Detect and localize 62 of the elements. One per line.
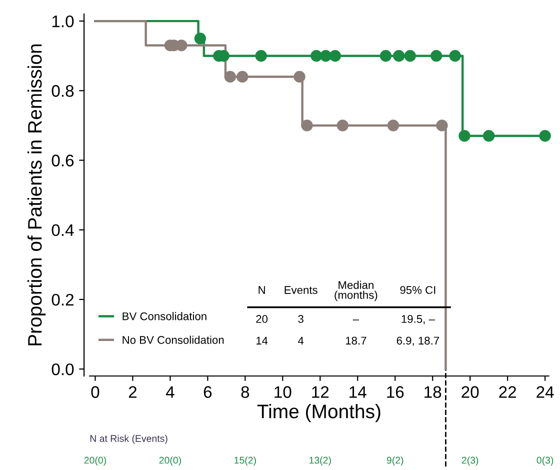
point [255,50,267,62]
text: 20(0) [159,456,181,466]
y-tick-label: 1.0 [52,15,74,28]
point [194,32,206,44]
point [393,50,405,62]
point [329,50,341,62]
point [236,70,248,83]
legend-label: BV Consolidation [122,312,206,320]
annotation: 19.5, – [402,315,435,324]
annotation: 3 [298,315,304,323]
point [380,50,392,62]
point [404,50,416,62]
text: 0(3) [536,456,554,466]
point [539,130,551,142]
annotation: 95% CI [400,286,436,294]
x-tick-label: 0 [91,386,100,398]
point [336,120,348,132]
text: 15(2) [234,456,256,466]
point [294,70,306,83]
annotation: 20 [256,315,268,323]
y-axis-title: Proportion of Patients in Remission [27,44,46,346]
x-tick-label: 12 [312,386,329,398]
x-tick-label: 10 [274,386,292,398]
text: 13(2) [310,456,331,466]
y-tick-label: 0.2 [52,294,74,306]
x-tick-label: 4 [166,386,174,398]
annotation: N [258,286,265,294]
point [310,50,322,62]
x-tick-label: 16 [387,386,404,398]
point [482,130,495,142]
x-tick-label: 6 [204,386,212,398]
y-tick-label: 0.6 [52,154,74,166]
legend-label: No BV Consolidation [122,336,224,344]
point [320,50,332,62]
annotation: 18.7 [346,336,366,345]
text: N at Risk (Events) [90,434,168,444]
text: 2(3) [462,456,478,466]
annotation: Median (months) [334,280,378,302]
x-tick-label: 20 [462,386,479,398]
annotation: Events [284,286,318,294]
x-tick-label: 18 [424,386,442,398]
x-tick-label: 24 [536,386,554,398]
point [224,70,236,83]
annotation: 6.9, 18.7 [396,336,439,346]
x-tick-label: 2 [128,386,137,398]
y-tick-label: 0.0 [52,363,74,376]
point [458,130,470,142]
annotation: 4 [298,336,304,344]
point [449,50,461,62]
text: 20(0) [84,456,106,466]
x-axis-title: Time (Months) [257,404,380,422]
x-tick-label: 22 [499,386,516,398]
point [436,120,448,132]
point [387,120,400,132]
x-tick-label: 8 [241,386,250,398]
point [430,50,442,62]
y-tick-label: 0.8 [52,85,74,97]
y-tick-label: 0.4 [52,224,74,236]
point [301,120,313,132]
annotation: 14 [256,336,268,344]
text: 9(2) [386,456,404,466]
x-tick-label: 14 [350,386,366,398]
